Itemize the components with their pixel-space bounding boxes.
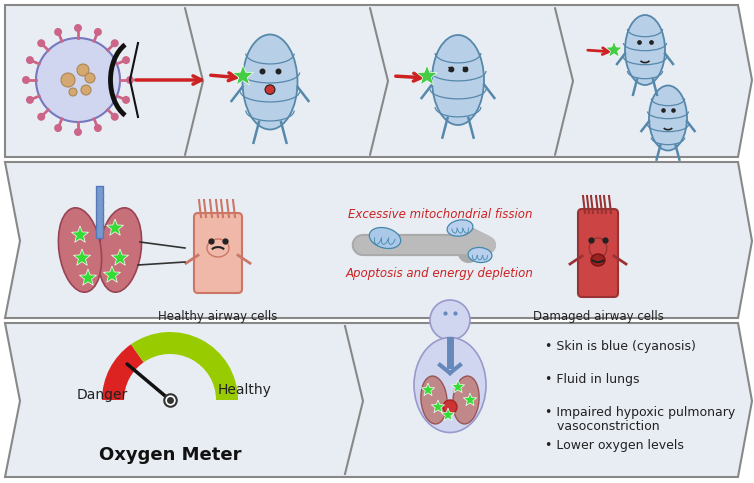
Ellipse shape [243, 34, 298, 129]
Circle shape [74, 128, 82, 136]
Circle shape [26, 56, 34, 64]
Polygon shape [106, 219, 124, 235]
Circle shape [22, 76, 30, 84]
Circle shape [69, 88, 77, 96]
Text: • Skin is blue (cyanosis): • Skin is blue (cyanosis) [545, 340, 696, 353]
Ellipse shape [58, 208, 102, 292]
Circle shape [26, 96, 34, 104]
FancyBboxPatch shape [194, 213, 242, 293]
Circle shape [37, 113, 45, 121]
Circle shape [54, 28, 62, 36]
Polygon shape [103, 266, 121, 282]
Circle shape [111, 113, 119, 121]
Polygon shape [232, 65, 253, 85]
Ellipse shape [591, 254, 605, 266]
Polygon shape [452, 380, 464, 393]
Wedge shape [102, 344, 143, 400]
Polygon shape [73, 249, 90, 265]
Ellipse shape [443, 400, 457, 414]
Polygon shape [79, 269, 97, 285]
Polygon shape [5, 162, 752, 318]
Text: Healthy: Healthy [218, 383, 272, 397]
Wedge shape [131, 332, 238, 400]
Text: vasoconstriction: vasoconstriction [545, 420, 660, 433]
Ellipse shape [421, 376, 447, 424]
Text: Damaged airway cells: Damaged airway cells [532, 310, 664, 323]
Text: • Fluid in lungs: • Fluid in lungs [545, 373, 639, 386]
Text: Excessive mitochondrial fission: Excessive mitochondrial fission [348, 209, 532, 222]
Circle shape [77, 64, 89, 76]
Ellipse shape [414, 338, 486, 432]
Polygon shape [5, 323, 752, 477]
Ellipse shape [589, 238, 607, 258]
Ellipse shape [369, 227, 400, 249]
Ellipse shape [625, 15, 665, 85]
Ellipse shape [207, 239, 229, 257]
Polygon shape [416, 65, 437, 85]
Polygon shape [72, 226, 88, 242]
FancyBboxPatch shape [578, 209, 618, 297]
Ellipse shape [468, 247, 492, 263]
Circle shape [430, 300, 470, 340]
Circle shape [94, 124, 102, 132]
Ellipse shape [453, 376, 479, 424]
Circle shape [74, 24, 82, 32]
Ellipse shape [265, 85, 275, 94]
Circle shape [54, 124, 62, 132]
Text: • Impaired hypoxic pulmonary: • Impaired hypoxic pulmonary [545, 406, 735, 419]
Polygon shape [441, 408, 455, 421]
Circle shape [85, 73, 95, 83]
Polygon shape [112, 249, 129, 265]
Text: Danger: Danger [76, 388, 127, 402]
Circle shape [94, 28, 102, 36]
Circle shape [61, 73, 75, 87]
Text: Apoptosis and energy depletion: Apoptosis and energy depletion [346, 267, 534, 280]
Ellipse shape [98, 208, 142, 292]
Polygon shape [464, 393, 477, 406]
Circle shape [36, 38, 120, 122]
Ellipse shape [649, 85, 687, 151]
Polygon shape [605, 41, 623, 57]
Circle shape [126, 76, 134, 84]
Text: Oxygen Meter: Oxygen Meter [99, 446, 241, 464]
Polygon shape [431, 400, 445, 412]
Ellipse shape [447, 220, 473, 236]
Polygon shape [421, 383, 434, 396]
Text: • Lower oxygen levels: • Lower oxygen levels [545, 439, 684, 452]
Circle shape [122, 96, 130, 104]
Ellipse shape [432, 35, 484, 125]
Circle shape [122, 56, 130, 64]
Polygon shape [5, 5, 752, 157]
Circle shape [37, 39, 45, 47]
Circle shape [111, 39, 119, 47]
Text: Healthy airway cells: Healthy airway cells [158, 310, 277, 323]
Circle shape [81, 85, 91, 95]
